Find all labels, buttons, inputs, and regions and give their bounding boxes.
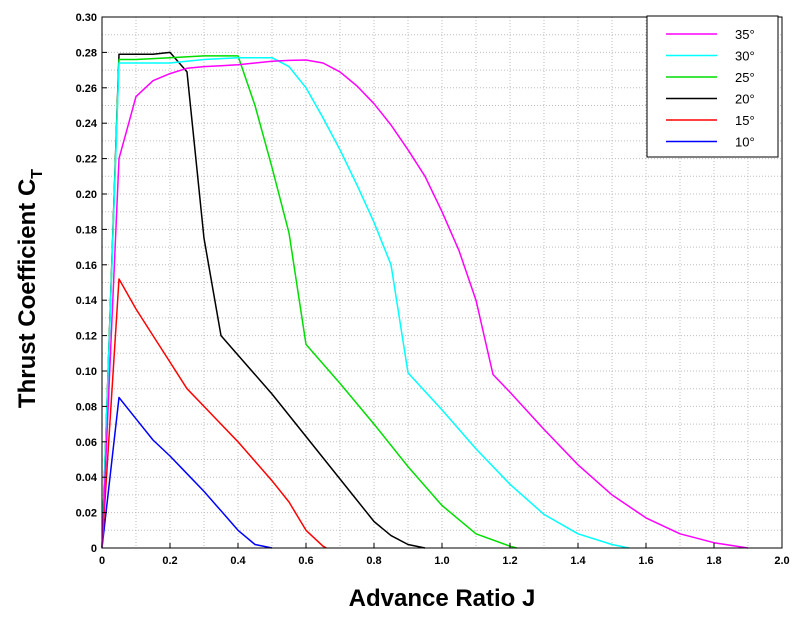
grid-lines	[102, 17, 782, 548]
x-tick-label: 1.4	[570, 555, 586, 567]
tick-marks	[101, 16, 783, 549]
y-tick-label: 0	[91, 543, 97, 555]
y-axis-title: Thrust Coefficient CT	[14, 169, 46, 408]
y-tick-label: 0.18	[76, 224, 97, 236]
legend-label: 15°	[735, 113, 755, 128]
legend-label: 35°	[735, 27, 755, 42]
series-line	[101, 59, 749, 549]
y-tick-label: 0.30	[76, 12, 97, 24]
x-tick-label: 0.6	[298, 555, 313, 567]
y-tick-label: 0.24	[76, 118, 98, 130]
y-tick-label: 0.02	[76, 508, 97, 520]
y-tick-label: 0.04	[76, 472, 98, 484]
x-tick-label: 0.4	[230, 555, 246, 567]
x-tick-label: 1.0	[434, 555, 449, 567]
y-tick-label: 0.22	[76, 154, 97, 166]
series-line	[101, 56, 630, 549]
y-tick-label: 0.06	[76, 437, 97, 449]
y-axis-title-subscript: T	[29, 169, 46, 179]
series-lines	[101, 51, 749, 549]
x-tick-label: 0.2	[162, 555, 177, 567]
y-tick-label: 0.16	[76, 260, 97, 272]
y-tick-label: 0.10	[76, 366, 97, 378]
y-tick-label: 0.08	[76, 401, 97, 413]
x-tick-label: 1.6	[638, 555, 653, 567]
x-tick-label: 0.8	[366, 555, 381, 567]
y-tick-label: 0.14	[76, 295, 98, 307]
legend-label: 30°	[735, 49, 755, 64]
legend-label: 10°	[735, 135, 755, 150]
legend-label: 20°	[735, 92, 755, 107]
y-tick-labels: 0 0.02 0.04 0.06 0.08 0.10 0.12 0.14 0.16 0.18 0.2…	[76, 12, 98, 555]
series-line	[101, 55, 517, 549]
y-tick-label: 0.20	[76, 189, 97, 201]
y-tick-label: 0.12	[76, 331, 97, 343]
x-tick-label: 0	[99, 555, 105, 567]
series-line	[101, 51, 426, 549]
x-axis-title: Advance Ratio J	[349, 585, 536, 612]
legend-items: 35° 30° 25° 20° 15° 10°	[666, 27, 755, 150]
y-tick-label: 0.26	[76, 83, 97, 95]
legend-box	[646, 15, 779, 158]
y-tick-label: 0.28	[76, 47, 97, 59]
series-line	[101, 278, 327, 549]
x-tick-labels: 0 0.2 0.4 0.6 0.8 1.0 1.2 1.4 1.6 1.8 2.0	[99, 555, 790, 567]
x-tick-label: 2.0	[774, 555, 789, 567]
legend: 35° 30° 25° 20° 15° 10°	[646, 15, 779, 158]
x-tick-label: 1.8	[706, 555, 721, 567]
series-line	[101, 396, 273, 549]
legend-label: 25°	[735, 70, 755, 85]
x-tick-label: 1.2	[502, 555, 517, 567]
y-axis-title-main: Thrust Coefficient C	[14, 179, 41, 408]
